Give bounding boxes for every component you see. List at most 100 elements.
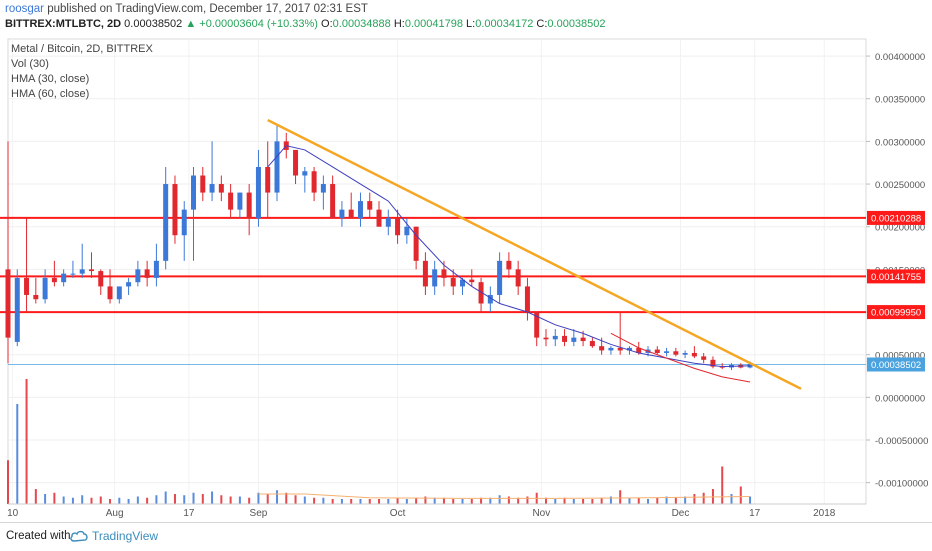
candle-body — [487, 294, 493, 304]
volume-bar — [136, 496, 139, 504]
candle-body — [422, 260, 428, 287]
legend-title: Metal / Bitcoin, 2D, BITTREX — [11, 43, 153, 55]
volume-bar — [424, 496, 427, 504]
support-resistance-levels — [0, 216, 866, 365]
candle-body — [506, 260, 512, 270]
volume-bar — [544, 497, 547, 504]
x-tick-label: Nov — [532, 508, 550, 519]
candle-body — [664, 351, 670, 353]
x-tick-label: 2018 — [813, 508, 836, 519]
candle-body — [348, 209, 354, 219]
level-price-tag-bg — [867, 210, 925, 225]
legend-item-hma60[interactable]: HMA (60, close) — [11, 88, 90, 100]
volume-bar — [582, 499, 585, 504]
candle-body — [562, 335, 568, 342]
volume-bar — [609, 496, 612, 504]
level-price-tag: 0.00141755 — [871, 272, 921, 283]
volume-bar — [109, 499, 112, 504]
x-tick-label: Dec — [672, 508, 690, 519]
tradingview-cloud-icon — [70, 530, 88, 542]
grid — [7, 38, 867, 505]
y-tick-label: 0.00350000 — [875, 95, 925, 106]
x-tick-label: Aug — [106, 508, 124, 519]
candle-body — [515, 269, 521, 287]
y-tick-label: 0.00300000 — [875, 137, 925, 148]
volume-ma-line — [258, 493, 751, 499]
candle-body — [580, 337, 586, 342]
level-price-tag: 0.00099950 — [871, 308, 921, 319]
candle-body — [339, 209, 345, 219]
volume-bar — [600, 497, 603, 504]
trendline-layer — [267, 118, 802, 390]
chart-header: roosgar published on TradingView.com, De… — [0, 0, 932, 34]
level-price-tag: 0.00210288 — [871, 213, 921, 224]
candle-body — [126, 282, 132, 287]
volume-bar — [693, 494, 696, 504]
y-tick-label: -0.00050000 — [875, 436, 928, 447]
candle-body — [228, 192, 234, 210]
candle-body — [14, 277, 20, 342]
candle-body — [98, 271, 104, 287]
candle-body — [460, 279, 466, 287]
legend-item-hma30[interactable]: HMA (30, close) — [11, 73, 90, 85]
candle-body — [450, 277, 456, 287]
x-tick-label: 10 — [7, 508, 19, 519]
candle-body — [135, 269, 141, 283]
volume-bar — [294, 495, 297, 504]
volume-bar — [526, 496, 529, 504]
candle-body — [33, 294, 39, 300]
candle-body — [61, 273, 67, 283]
volume-bar — [211, 491, 214, 504]
volume-bar — [554, 499, 557, 504]
candle-body — [589, 341, 595, 347]
volume-bar — [749, 496, 752, 504]
volume-bar — [285, 492, 288, 504]
candle-body — [404, 226, 410, 236]
volume-bar — [498, 495, 501, 504]
x-tick-label: 17 — [749, 508, 761, 519]
volume-bar — [146, 497, 149, 504]
published-text: published on TradingView.com, December 1… — [47, 3, 368, 15]
candle-body — [441, 269, 447, 278]
volume-bar — [201, 494, 204, 504]
tradingview-brand-label: TradingView — [92, 529, 159, 543]
time-axis[interactable]: 10 Aug 17 Sep Oct Nov Dec 17 2018 — [7, 503, 866, 519]
candle-body — [330, 184, 336, 219]
price-axis[interactable]: 0.00400000 0.00350000 0.00300000 0.00250000… — [866, 52, 928, 490]
candle-body — [599, 346, 605, 351]
candle-body — [524, 286, 530, 313]
price-chart[interactable]: 0.00400000 0.00350000 0.00300000 0.00250000… — [0, 34, 932, 522]
candle-body — [617, 347, 623, 351]
volume-bar — [340, 499, 343, 504]
volume-bar — [730, 494, 733, 504]
candle-body — [478, 282, 484, 304]
volume-bar — [359, 499, 362, 504]
volume-bar — [619, 490, 622, 504]
candle-body — [24, 277, 30, 295]
candle-body — [608, 347, 614, 351]
candle-body — [682, 352, 688, 355]
created-with-text: Created with — [6, 530, 71, 542]
volume-bar — [739, 486, 742, 504]
volume-bar — [248, 497, 251, 504]
candle-body — [673, 351, 679, 355]
username-link[interactable]: roosgar — [5, 3, 44, 15]
candle-body — [172, 184, 178, 236]
volume-bar — [303, 496, 306, 504]
tradingview-brand[interactable]: TradingView — [70, 529, 158, 543]
candle-body — [636, 347, 642, 353]
volume-bar — [480, 497, 483, 504]
candle-body — [209, 184, 215, 193]
candle-body — [302, 171, 308, 176]
volume-bar — [591, 499, 594, 504]
volume-bar — [665, 496, 668, 504]
volume-bar — [637, 497, 640, 504]
legend-item-volume[interactable]: Vol (30) — [11, 58, 49, 70]
candle-body — [237, 192, 243, 210]
candle-body — [311, 171, 317, 193]
candle-body — [534, 312, 540, 338]
volume-bar — [313, 497, 316, 504]
last-price-tag-bg — [867, 357, 925, 372]
current-price: 0.00038502 — [124, 18, 183, 30]
candle-body — [571, 337, 577, 342]
